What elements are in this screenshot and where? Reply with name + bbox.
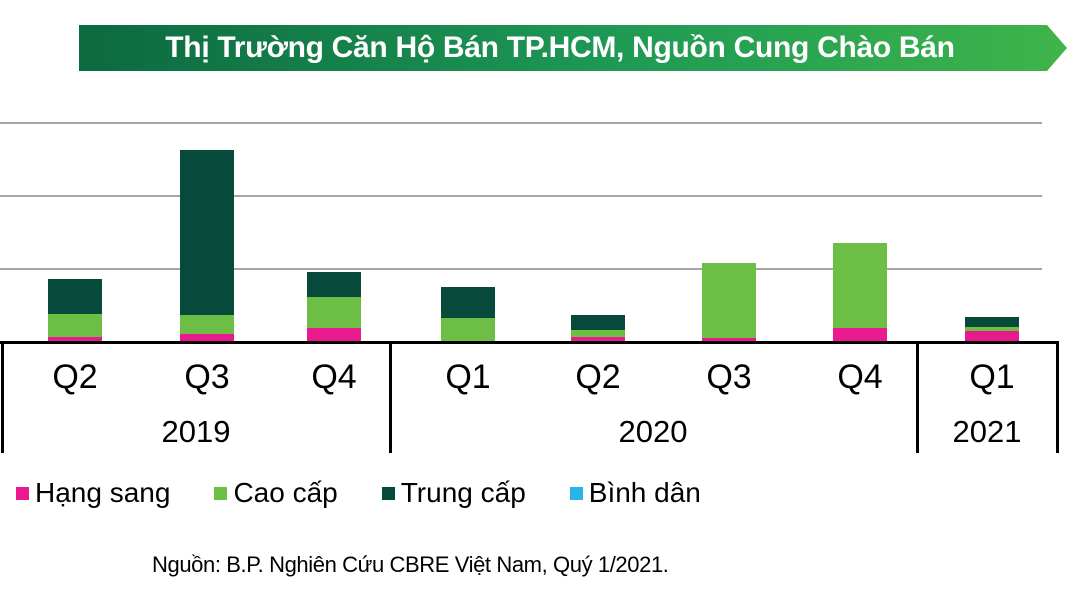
y-gridline-2: [0, 195, 1042, 197]
bar-segment-hạng-sang: [702, 338, 756, 341]
bar-segment-hạng-sang: [307, 327, 361, 341]
legend-swatch-icon: [569, 486, 583, 500]
group-separator-line: [389, 341, 392, 453]
source-note: Nguồn: B.P. Nghiên Cứu CBRE Việt Nam, Qu…: [152, 552, 669, 577]
legend-item-trung-cấp: Trung cấp: [381, 477, 526, 509]
x-tick-label: Q4: [311, 358, 357, 396]
legend: Hạng sang Cao cấp Trung cấp Bình dân: [16, 477, 701, 509]
y-gridline-1: [0, 268, 1042, 270]
stacked-bar-q3-1: [180, 150, 234, 341]
group-separator-line: [1056, 341, 1059, 453]
stacked-bar-q1-3: [441, 286, 495, 341]
bar-segment-cao-cấp: [307, 297, 361, 328]
stacked-bar-q1-7: [965, 316, 1019, 341]
legend-item-cao-cấp: Cao cấp: [214, 477, 338, 509]
year-group-label: 2019: [161, 414, 231, 449]
stacked-bar-q2-4: [571, 315, 625, 341]
legend-label: Cao cấp: [233, 477, 338, 508]
stacked-bar-q3-5: [702, 262, 756, 341]
bar-segment-cao-cấp: [441, 317, 495, 341]
x-tick-label: Q3: [184, 358, 230, 396]
legend-item-bình-dân: Bình dân: [569, 477, 701, 509]
y-gridline-3: [0, 122, 1042, 124]
bar-segment-trung-cấp: [571, 315, 625, 331]
group-separator-line: [916, 341, 919, 453]
stacked-bar-q2-0: [48, 278, 102, 341]
legend-swatch-icon: [381, 486, 395, 500]
x-tick-label: Q4: [837, 358, 883, 396]
x-tick-label: Q1: [445, 358, 491, 396]
bar-segment-cao-cấp: [180, 315, 234, 334]
legend-swatch-icon: [214, 486, 228, 500]
x-tick-label: Q1: [969, 358, 1015, 396]
bar-segment-trung-cấp: [965, 316, 1019, 328]
x-tick-label: Q2: [52, 358, 98, 396]
bar-segment-trung-cấp: [48, 278, 102, 314]
x-tick-label: Q2: [575, 358, 621, 396]
year-group-label: 2021: [952, 414, 1022, 449]
bar-segment-hạng-sang: [180, 333, 234, 341]
group-separator-line: [1, 341, 4, 453]
stacked-bar-q4-2: [307, 272, 361, 341]
legend-swatch-icon: [16, 486, 29, 500]
bar-segment-hạng-sang: [965, 330, 1019, 341]
plot-area: [48, 150, 1019, 341]
title-banner: Thị Trường Căn Hộ Bán TP.HCM, Nguồn Cung…: [79, 25, 1067, 71]
chart-title: Thị Trường Căn Hộ Bán TP.HCM, Nguồn Cung…: [165, 31, 955, 64]
x-axis-line: [0, 341, 1058, 344]
legend-label: Trung cấp: [400, 477, 526, 508]
bar-segment-trung-cấp: [307, 272, 361, 298]
bar-segment-cao-cấp: [571, 330, 625, 338]
bar-segment-hạng-sang: [571, 337, 625, 341]
year-group-label: 2020: [618, 414, 688, 449]
legend-item-hạng-sang: Hạng sang: [16, 477, 170, 509]
bar-segment-hạng-sang: [48, 337, 102, 341]
bar-segment-trung-cấp: [441, 286, 495, 318]
bar-segment-cao-cấp: [833, 243, 887, 328]
legend-label: Bình dân: [588, 477, 701, 508]
bar-segment-hạng-sang: [833, 327, 887, 341]
bar-segment-trung-cấp: [180, 150, 234, 316]
stacked-bar-q4-6: [833, 243, 887, 341]
bar-segment-cao-cấp: [702, 262, 756, 339]
legend-label: Hạng sang: [35, 477, 171, 508]
bar-segment-cao-cấp: [965, 327, 1019, 331]
bar-segment-cao-cấp: [48, 314, 102, 338]
x-tick-label: Q3: [706, 358, 752, 396]
